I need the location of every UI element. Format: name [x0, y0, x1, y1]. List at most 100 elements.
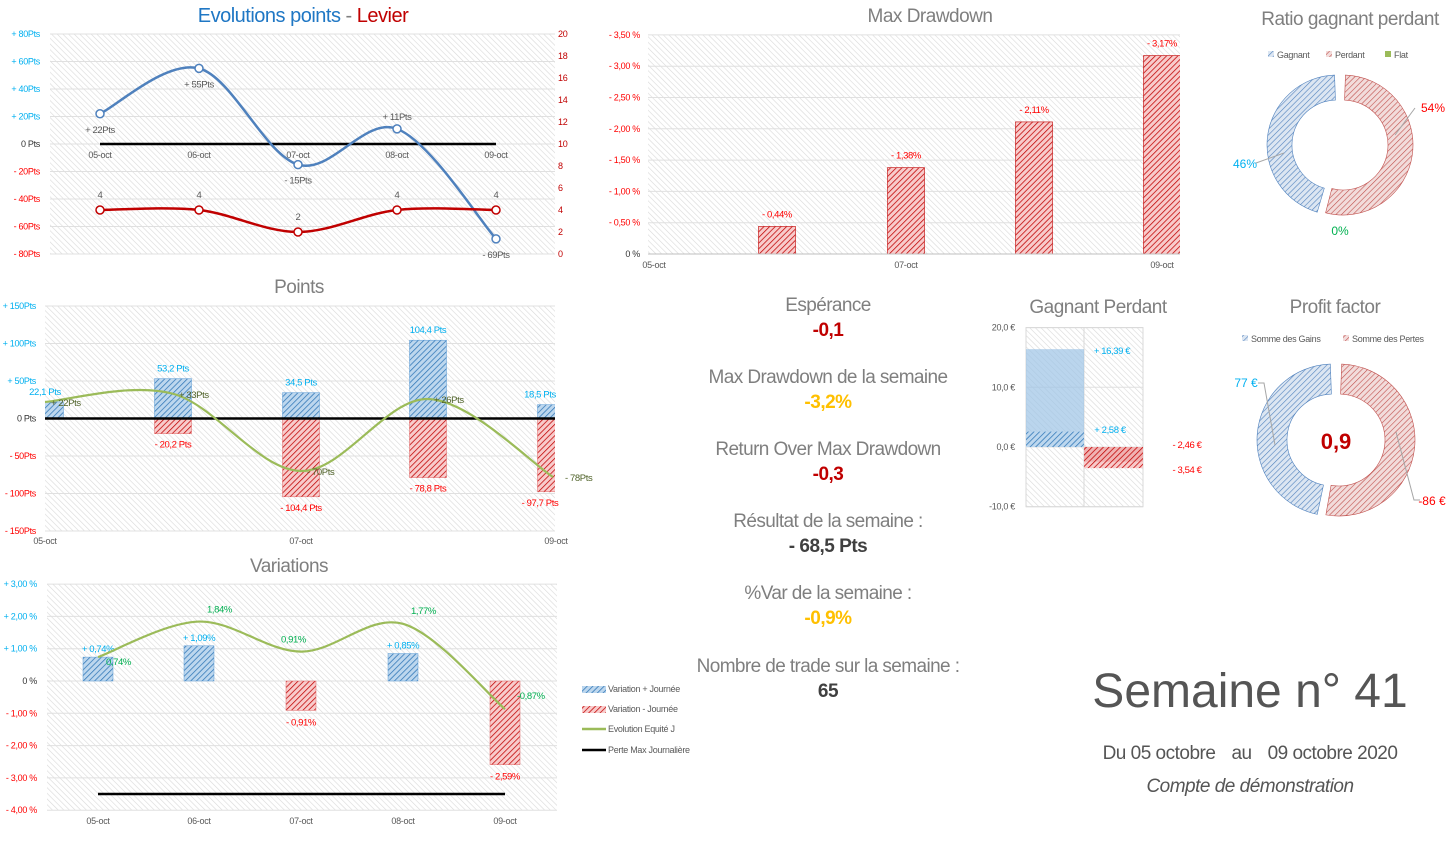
- y-tick-label: + 80Pts: [11, 29, 40, 39]
- x-tick-label: 09-oct: [1150, 260, 1174, 270]
- loss-data-label: - 97,7 Pts: [522, 498, 559, 509]
- legend-label: Gagnant: [1277, 50, 1310, 60]
- drawdown-data-label: - 0,44%: [762, 209, 793, 220]
- legend-label: Perdant: [1335, 50, 1365, 60]
- cumulative-data-label: - 78Pts: [565, 473, 593, 484]
- points-marker: [392, 124, 402, 134]
- equity-data-label: 1,84%: [207, 605, 233, 616]
- gain-data-label: + 1,09%: [183, 633, 216, 644]
- evolution-points-chart: Evolutions points - Levier + 80Pts + 60Pts…: [11, 5, 568, 261]
- kpi-max-drawdown: Max Drawdown de la semaine -3,2%: [668, 366, 988, 416]
- loss-data-label: - 78,8 Pts: [410, 484, 447, 495]
- x-tick-label: 09-oct: [544, 536, 568, 546]
- x-tick-label: 07-oct: [286, 150, 310, 160]
- points-marker: [491, 234, 501, 244]
- levier-data-label: 4: [98, 190, 103, 201]
- gain-bar: [387, 653, 419, 682]
- chart-title: Ratio gagnant perdant: [1261, 9, 1440, 30]
- max-drawdown-chart: Max Drawdown - 3,50 % - 3,00 % - 2,50 % - 2,…: [609, 6, 1180, 270]
- y-tick-label: + 40Pts: [11, 84, 40, 94]
- x-tick-label: 05-oct: [642, 260, 666, 270]
- kpi-label: Return Over Max Drawdown: [715, 439, 941, 460]
- x-tick-label: 08-oct: [391, 816, 415, 826]
- y-tick-label: - 2,00 %: [609, 124, 640, 134]
- date-to: 09 octobre 2020: [1267, 743, 1398, 764]
- kpi-value: -0,1: [812, 320, 844, 341]
- gain-data-label: 34,5 Pts: [285, 378, 317, 389]
- loss-data-label: - 104,4 Pts: [280, 503, 322, 514]
- kpi-value: - 68,5 Pts: [788, 536, 868, 557]
- y2-tick-label: 14: [558, 95, 568, 105]
- date-from: Du 05 octobre: [1102, 743, 1216, 764]
- y-tick-label: 0 Pts: [17, 414, 37, 424]
- legend-label: Variation - Journée: [608, 704, 678, 714]
- loss-bar: [285, 680, 317, 711]
- y-tick-label: - 60Pts: [14, 222, 41, 232]
- chart-title: Profit factor: [1290, 297, 1382, 318]
- levier-data-label: 4: [197, 190, 202, 201]
- y-tick-label: - 3,50 %: [609, 30, 640, 40]
- drawdown-data-label: - 2,11%: [1019, 105, 1049, 116]
- loss-data-label: - 3,54 €: [1172, 465, 1202, 476]
- legend-label: Variation + Journée: [608, 684, 680, 694]
- max-loss-bar: [1084, 447, 1143, 469]
- loss-data-label: - 0,91%: [286, 717, 317, 728]
- levier-marker: [95, 205, 105, 215]
- y-tick-label: - 2,50 %: [609, 93, 640, 103]
- gain-bar: [282, 392, 320, 419]
- legend-label: Evolution Equité J: [608, 724, 675, 734]
- kpi-label: Max Drawdown de la semaine: [708, 367, 949, 388]
- cumulative-data-label: + 26Pts: [434, 395, 464, 406]
- gagnant-data-label: 46%: [1233, 157, 1257, 171]
- equity-line: [97, 620, 506, 710]
- x-tick-label: 08-oct: [385, 150, 409, 160]
- drawdown-bar: [1143, 55, 1180, 254]
- kpi-weekly-variation: %Var de la semaine : -0,9%: [668, 582, 988, 632]
- x-tick-label: 06-oct: [187, 816, 211, 826]
- kpi-value: 65: [817, 681, 839, 702]
- y-tick-label: - 150Pts: [5, 526, 37, 536]
- losses-slice: [1325, 363, 1416, 517]
- kpi-trade-count: Nombre de trade sur la semaine : 65: [668, 655, 988, 705]
- gain-data-label: + 0,85%: [387, 641, 420, 652]
- x-tick-label: 07-oct: [894, 260, 918, 270]
- points-data-label: + 55Pts: [184, 79, 214, 90]
- bars: [758, 55, 1180, 254]
- y-tick-label: + 1,00 %: [4, 644, 38, 654]
- gain-data-label: 18,5 Pts: [524, 390, 556, 401]
- points-marker: [95, 109, 105, 119]
- avg-loss-bar: [1084, 447, 1143, 462]
- y-tick-label: - 80Pts: [14, 249, 41, 259]
- losses-data-label: -86 €: [1418, 494, 1446, 508]
- drawdown-bar: [1015, 121, 1053, 254]
- y-tick-label: -10,0 €: [989, 502, 1015, 512]
- y2-tick-label: 12: [558, 117, 568, 127]
- gain-data-label: + 16,39 €: [1094, 346, 1131, 357]
- y-tick-label: - 1,00 %: [6, 708, 37, 718]
- kpi-value: -3,2%: [804, 392, 852, 413]
- chart-title: Max Drawdown: [868, 6, 993, 27]
- legend-swatch-gain: [582, 686, 606, 693]
- y-tick-label: 0 %: [625, 249, 640, 259]
- kpi-return-over-max-drawdown: Return Over Max Drawdown -0,3: [668, 438, 988, 488]
- y-tick-label: 0 %: [22, 676, 37, 686]
- y-tick-label: - 0,50 %: [609, 218, 640, 228]
- gain-data-label: + 0,74%: [82, 644, 115, 655]
- points-data-label: - 15Pts: [284, 176, 312, 187]
- x-tick-label: 09-oct: [484, 150, 508, 160]
- kpi-value: -0,9%: [804, 608, 852, 629]
- legend-label: Flat: [1394, 50, 1409, 60]
- legend-swatch-loss: [582, 706, 606, 713]
- gain-data-label: 22,1 Pts: [29, 387, 61, 398]
- legend-swatch: [1242, 335, 1248, 341]
- y-tick-label: - 1,00 %: [609, 186, 640, 196]
- y-tick-label: + 50Pts: [7, 376, 36, 386]
- y-tick-label: + 150Pts: [3, 301, 37, 311]
- leader-line: [1255, 152, 1285, 164]
- x-tick-label: 05-oct: [86, 816, 110, 826]
- cumulative-data-label: + 22Pts: [51, 398, 81, 409]
- loss-bar: [537, 418, 555, 493]
- levier-data-label: 2: [296, 212, 301, 223]
- account-label: Compte de démonstration: [1146, 776, 1354, 797]
- drawdown-bar: [758, 226, 796, 254]
